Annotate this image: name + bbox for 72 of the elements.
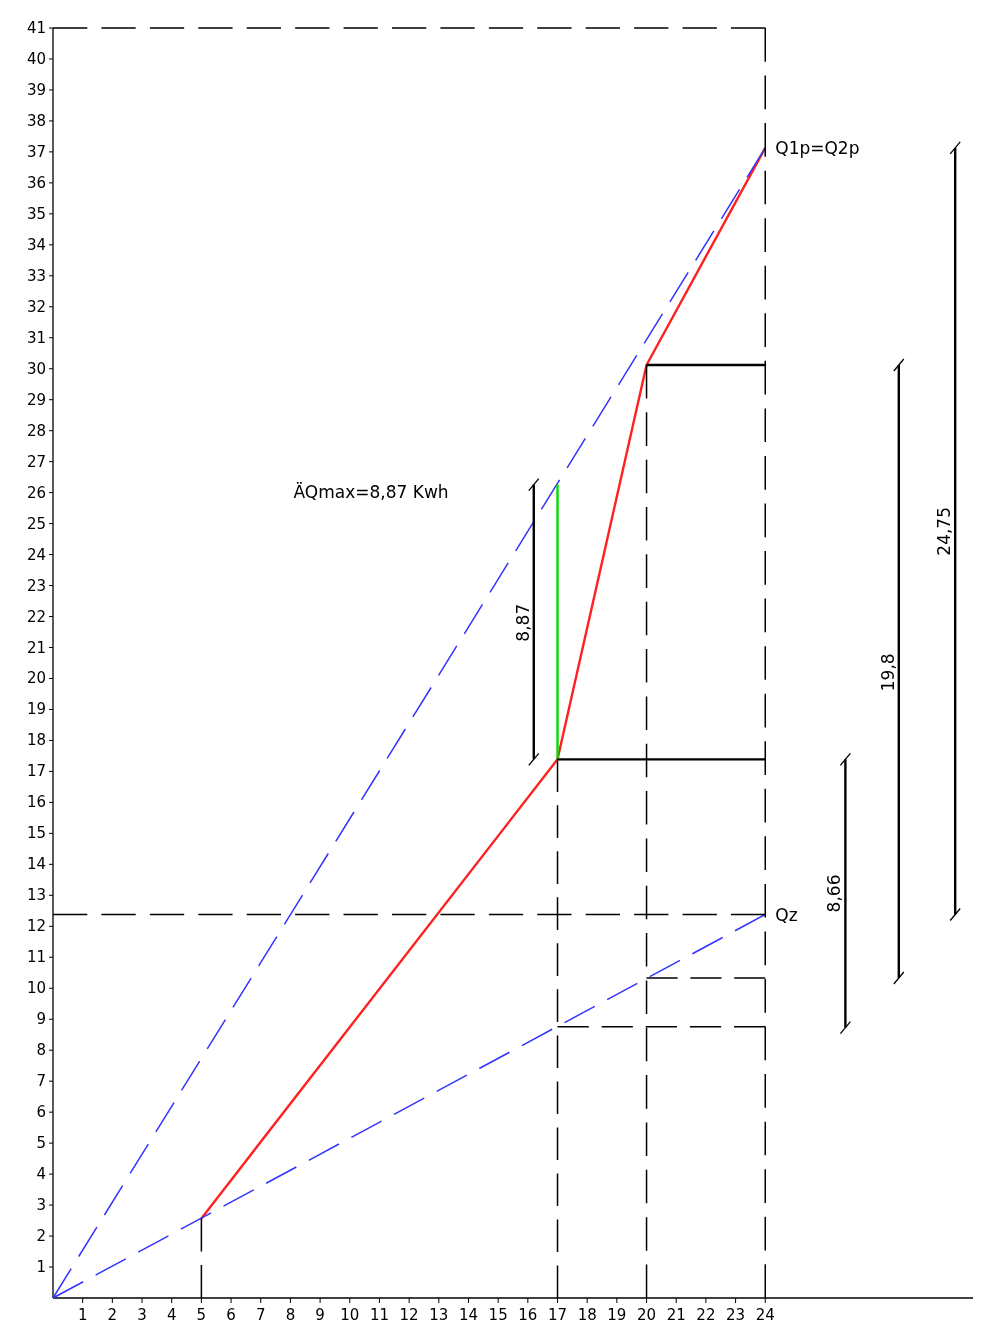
x-tick-label: 18 xyxy=(577,1306,597,1324)
y-tick-label: 40 xyxy=(26,49,46,68)
annotation: 19,8 xyxy=(877,653,898,692)
x-tick-label: 19 xyxy=(607,1306,627,1324)
annotation: ÄQmax=8,87 Kwh xyxy=(293,481,449,502)
y-tick-label: 9 xyxy=(36,1010,46,1029)
y-tick-label: 25 xyxy=(26,514,46,533)
y-tick-label: 24 xyxy=(26,545,46,564)
y-tick-label: 23 xyxy=(26,576,46,595)
annotation: Qz xyxy=(775,904,798,925)
x-tick-label: 15 xyxy=(488,1306,508,1324)
y-tick-label: 14 xyxy=(26,855,46,874)
x-tick-label: 9 xyxy=(315,1306,325,1324)
x-tick-label: 14 xyxy=(458,1306,479,1324)
y-tick-label: 29 xyxy=(26,390,46,409)
y-tick-label: 5 xyxy=(36,1134,46,1153)
annotation: 8,66 xyxy=(824,874,845,913)
y-tick-label: 7 xyxy=(36,1072,46,1091)
x-tick-label: 8 xyxy=(285,1306,296,1324)
y-tick-label: 2 xyxy=(36,1227,46,1246)
y-tick-label: 28 xyxy=(26,421,46,440)
x-tick-label: 5 xyxy=(196,1306,207,1324)
x-tick-label: 10 xyxy=(340,1306,360,1324)
x-tick-label: 16 xyxy=(518,1306,538,1324)
y-tick-label: 18 xyxy=(26,731,46,750)
x-tick-label: 12 xyxy=(399,1306,419,1324)
y-tick-label: 26 xyxy=(26,483,46,502)
y-tick-label: 33 xyxy=(26,266,46,285)
annotation: Q1p=Q2p xyxy=(775,137,860,158)
y-tick-label: 36 xyxy=(26,173,46,192)
y-tick-label: 8 xyxy=(36,1041,46,1060)
y-tick-label: 22 xyxy=(26,607,46,626)
y-tick-label: 16 xyxy=(26,793,46,812)
x-tick-label: 22 xyxy=(696,1306,716,1324)
y-tick-label: 1 xyxy=(36,1258,46,1277)
annotation: 8,87 xyxy=(512,603,533,642)
x-tick-label: 2 xyxy=(107,1306,118,1324)
x-tick-label: 17 xyxy=(547,1306,568,1324)
x-tick-label: 21 xyxy=(666,1306,686,1324)
y-tick-label: 6 xyxy=(36,1103,46,1122)
y-tick-label: 34 xyxy=(26,235,46,254)
y-tick-label: 30 xyxy=(26,359,46,378)
y-tick-label: 39 xyxy=(26,80,46,99)
x-tick-label: 6 xyxy=(226,1306,236,1324)
y-tick-label: 10 xyxy=(26,979,46,998)
y-tick-label: 15 xyxy=(26,824,46,843)
y-tick-label: 27 xyxy=(26,452,46,471)
y-tick-label: 12 xyxy=(26,917,46,936)
y-tick-label: 37 xyxy=(26,142,46,161)
y-tick-label: 41 xyxy=(26,19,46,37)
y-tick-label: 21 xyxy=(26,638,46,657)
y-tick-label: 32 xyxy=(26,297,46,316)
x-tick-label: 20 xyxy=(637,1306,657,1324)
y-tick-label: 11 xyxy=(26,948,46,967)
x-tick-label: 4 xyxy=(166,1306,177,1324)
y-tick-label: 31 xyxy=(26,328,46,347)
x-tick-label: 23 xyxy=(726,1306,746,1324)
y-tick-label: 4 xyxy=(36,1165,46,1184)
y-tick-label: 3 xyxy=(36,1196,46,1215)
y-tick-label: 13 xyxy=(26,886,46,905)
y-tick-label: 35 xyxy=(26,204,46,223)
y-tick-label: 17 xyxy=(26,762,46,781)
x-tick-label: 3 xyxy=(137,1306,147,1324)
y-tick-label: 38 xyxy=(26,111,46,130)
x-tick-label: 24 xyxy=(755,1306,775,1324)
y-tick-label: 19 xyxy=(26,700,46,719)
x-tick-label: 13 xyxy=(429,1306,449,1324)
y-tick-label: 20 xyxy=(26,669,46,688)
x-tick-label: 1 xyxy=(77,1306,88,1324)
x-tick-label: 11 xyxy=(369,1306,389,1324)
annotation: 24,75 xyxy=(934,507,955,556)
x-tick-label: 7 xyxy=(255,1306,266,1324)
